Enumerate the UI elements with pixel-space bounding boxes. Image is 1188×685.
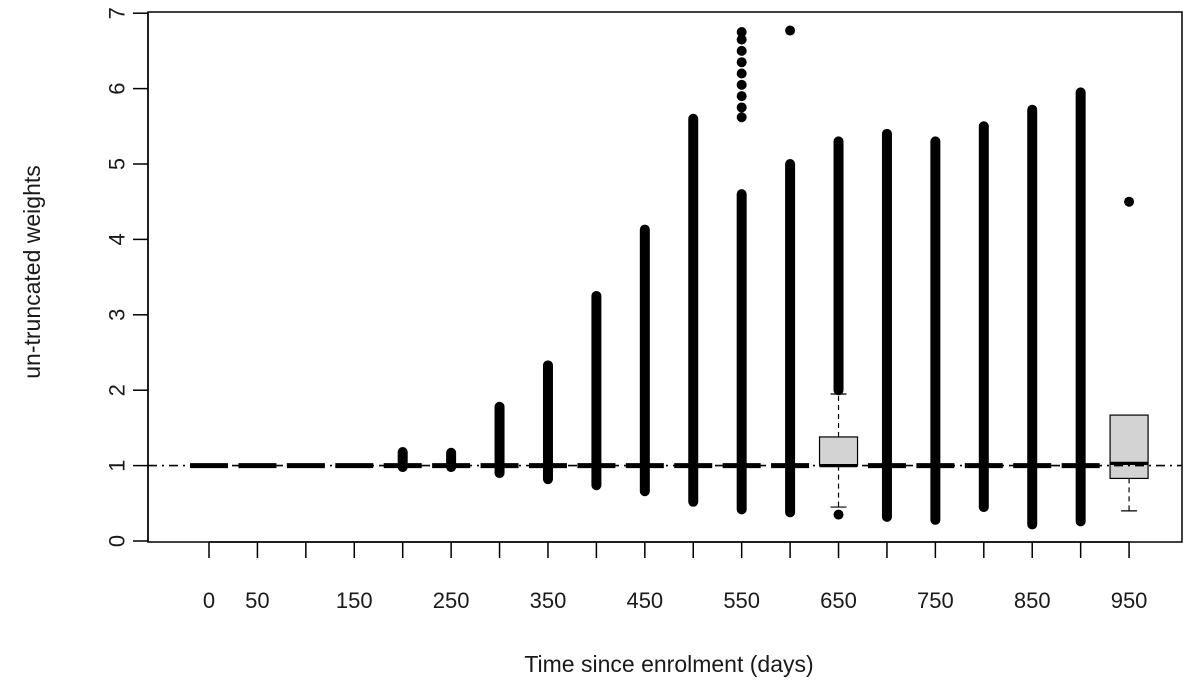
x-tick-label: 150 (336, 588, 373, 613)
y-tick-label: 4 (105, 233, 130, 245)
outlier-band (833, 136, 844, 396)
y-axis-title: un-truncated weights (19, 165, 45, 379)
outlier-band (930, 136, 941, 525)
y-tick-label: 3 (105, 309, 130, 321)
x-tick-label: 550 (723, 588, 760, 613)
x-axis: 0 50 150 250 350 450 550 650 750 850 950 (203, 541, 1148, 613)
outlier-point (1124, 196, 1135, 207)
box-group (480, 401, 519, 479)
outlier-band (1075, 87, 1086, 527)
box-group (625, 224, 664, 497)
outlier-band (494, 401, 505, 479)
outlier-band (397, 447, 408, 473)
y-tick-label: 2 (105, 384, 130, 396)
plot-frame (147, 11, 1183, 543)
box-groups (190, 25, 1149, 530)
x-tick-label: 950 (1111, 588, 1148, 613)
x-tick-label: 450 (626, 588, 663, 613)
box-group (577, 290, 616, 491)
box-group (867, 128, 906, 522)
outlier-band (591, 290, 602, 491)
y-tick-label: 0 (105, 535, 130, 547)
y-tick-label: 7 (105, 7, 130, 19)
outlier-point (785, 25, 796, 36)
box-group (722, 27, 761, 515)
outlier-point (736, 112, 747, 123)
outlier-band (542, 360, 553, 485)
box-group (1061, 87, 1100, 527)
x-tick-label: 750 (917, 588, 954, 613)
outlier-band (639, 224, 650, 497)
x-tick-label: 50 (245, 588, 269, 613)
box-group (1109, 196, 1149, 512)
box-group (383, 447, 422, 473)
box-group (771, 25, 810, 518)
x-axis-title: Time since enrolment (days) (524, 651, 813, 677)
outlier-band (785, 159, 796, 518)
outlier-point (736, 102, 747, 113)
box (818, 436, 859, 467)
x-tick-label: 350 (530, 588, 567, 613)
y-tick-label: 6 (105, 82, 130, 94)
outlier-band (978, 121, 989, 513)
x-tick-label: 250 (433, 588, 470, 613)
box-group (674, 113, 713, 507)
y-axis: 0 1 2 3 4 5 6 7 (105, 7, 149, 547)
outlier-band (736, 189, 747, 515)
outlier-band (881, 128, 892, 522)
outlier-point (736, 34, 747, 45)
outlier-point (833, 509, 844, 520)
y-tick-label: 1 (105, 459, 130, 471)
outlier-point (736, 79, 747, 90)
outlier-point (736, 57, 747, 68)
box-group (916, 136, 955, 525)
outlier-point (736, 27, 747, 38)
outlier-band (1027, 104, 1038, 530)
box-group (818, 136, 859, 520)
outlier-point (736, 68, 747, 79)
x-tick-label: 650 (820, 588, 857, 613)
box-group (432, 447, 471, 473)
x-tick-label: 0 (203, 588, 215, 613)
outlier-band (688, 113, 699, 507)
y-tick-label: 5 (105, 158, 130, 170)
box-group (964, 121, 1003, 513)
outlier-band (446, 447, 457, 473)
box (1109, 414, 1149, 480)
x-tick-label: 850 (1014, 588, 1051, 613)
outlier-point (736, 45, 747, 56)
outlier-point (736, 91, 747, 102)
